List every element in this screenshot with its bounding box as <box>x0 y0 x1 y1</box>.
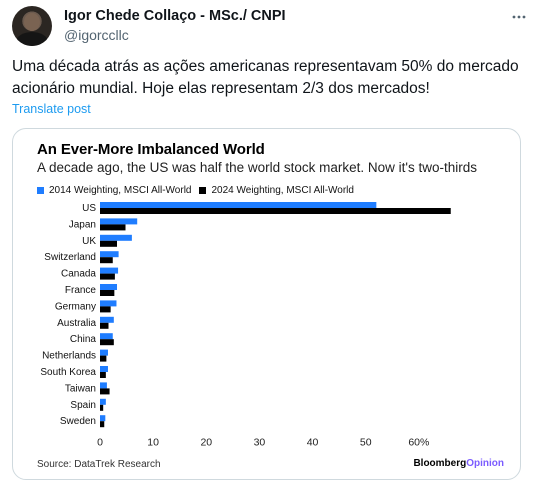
author-name[interactable]: Igor Chede Collaço - MSc./ CNPI <box>64 8 286 24</box>
bar-uk-2014 <box>100 234 132 241</box>
brand-bloomberg: Bloomberg <box>413 458 467 469</box>
bar-netherlands-2014 <box>100 349 108 356</box>
bar-taiwan-2024 <box>100 388 110 395</box>
bloomberg-opinion-logo: BloombergOpinion <box>413 458 504 469</box>
bar-france-2014 <box>100 284 118 290</box>
bar-canada-2014 <box>100 267 119 274</box>
bar-australia-2024 <box>100 322 109 329</box>
bar-south-korea-2014 <box>100 366 108 372</box>
x-tick-label: 30 <box>254 437 266 449</box>
category-label-switzerland: Switzerland <box>44 252 96 263</box>
chart-subtitle: A decade ago, the US was half the world … <box>37 160 478 175</box>
bar-sweden-2024 <box>100 421 105 428</box>
x-tick-label: 0 <box>97 437 103 449</box>
bar-uk-2024 <box>100 240 118 247</box>
bar-spain-2014 <box>100 398 106 405</box>
category-label-spain: Spain <box>70 400 96 411</box>
chart-card[interactable]: An Ever-More Imbalanced World A decade a… <box>12 128 521 480</box>
chart-legend: 2014 Weighting, MSCI All-World 2024 Weig… <box>37 184 362 196</box>
bar-chart: US Japan UK Switzerland Canada France Germany A… <box>40 202 451 449</box>
bar-us-2024 <box>100 208 451 214</box>
bar-germany-2024 <box>100 306 111 313</box>
legend-swatch-2014 <box>37 186 44 194</box>
category-label-taiwan: Taiwan <box>65 383 96 394</box>
category-label-japan: Japan <box>69 219 96 230</box>
avatar[interactable] <box>12 6 52 46</box>
category-label-uk: UK <box>82 236 96 247</box>
chart-title: An Ever-More Imbalanced World <box>37 141 265 158</box>
tweet-text: Uma década atrás as ações americanas rep… <box>12 58 519 97</box>
bar-switzerland-2014 <box>100 251 119 258</box>
bar-spain-2024 <box>100 404 104 411</box>
tweet-header: Igor Chede Collaço - MSc./ CNPI @igorccl… <box>12 6 534 46</box>
bar-sweden-2014 <box>100 415 106 422</box>
bar-switzerland-2024 <box>100 257 113 264</box>
x-tick-label: 60% <box>408 437 429 449</box>
bar-china-2024 <box>100 339 114 346</box>
bar-germany-2014 <box>100 300 117 307</box>
bar-taiwan-2014 <box>100 382 107 389</box>
bar-netherlands-2024 <box>100 355 107 362</box>
more-horizontal-icon[interactable] <box>508 8 530 26</box>
bar-france-2024 <box>100 290 115 296</box>
bar-australia-2014 <box>100 316 114 323</box>
legend-item-2024: 2024 Weighting, MSCI All-World <box>199 184 354 196</box>
bar-canada-2024 <box>100 273 115 280</box>
legend-swatch-2024 <box>199 186 207 194</box>
bar-south-korea-2024 <box>100 372 106 378</box>
category-label-australia: Australia <box>57 318 96 329</box>
category-label-germany: Germany <box>55 301 96 312</box>
x-tick-label: 50 <box>360 437 372 449</box>
legend-label-2024: 2024 Weighting, MSCI All-World <box>211 184 354 196</box>
category-label-france: France <box>65 285 97 296</box>
translate-post-link[interactable]: Translate post <box>12 102 91 116</box>
bar-japan-2024 <box>100 224 126 231</box>
category-label-south-korea: South Korea <box>40 367 96 378</box>
category-label-us: US <box>82 203 96 214</box>
bar-us-2014 <box>100 202 377 208</box>
chart-source: Source: DataTrek Research <box>37 459 161 470</box>
legend-label-2014: 2014 Weighting, MSCI All-World <box>49 184 192 196</box>
brand-opinion: Opinion <box>466 458 504 469</box>
x-tick-label: 20 <box>200 437 212 449</box>
author-handle[interactable]: @igorccllc <box>64 27 129 43</box>
category-label-sweden: Sweden <box>60 416 96 427</box>
x-tick-label: 40 <box>307 437 319 449</box>
bar-japan-2014 <box>100 218 138 225</box>
category-label-canada: Canada <box>61 269 96 280</box>
x-tick-label: 10 <box>147 437 159 449</box>
bar-china-2014 <box>100 333 113 340</box>
category-label-netherlands: Netherlands <box>42 351 96 362</box>
category-label-china: China <box>70 334 97 345</box>
legend-item-2014: 2014 Weighting, MSCI All-World <box>37 185 191 196</box>
